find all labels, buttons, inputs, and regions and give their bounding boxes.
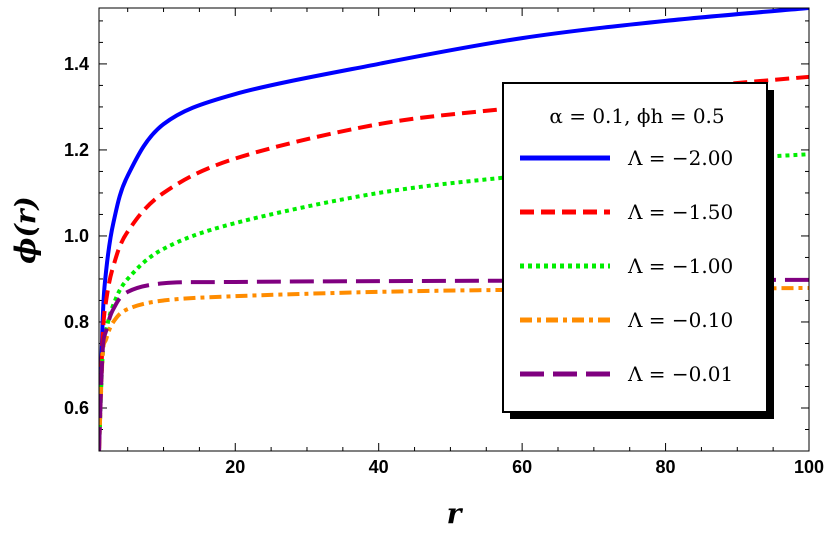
- y-tick-label: 1.2: [64, 140, 89, 160]
- x-tick-label: 100: [794, 457, 824, 477]
- series-line-3: [99, 152, 809, 451]
- legend-label: Λ = −0.01: [627, 362, 733, 386]
- x-axis-title: r: [447, 497, 464, 530]
- legend: α = 0.1, ϕh = 0.5 Λ = −2.00 Λ = −1.50 Λ = …: [502, 82, 774, 419]
- y-tick-label: 0.6: [64, 398, 89, 418]
- legend-box: [502, 82, 768, 413]
- x-tick-label: 60: [512, 457, 532, 477]
- series-line-1: [99, 8, 809, 451]
- plot-frame: [98, 7, 810, 452]
- legend-label: Λ = −1.50: [627, 200, 733, 224]
- x-tick-label: 20: [225, 457, 245, 477]
- y-axis-title: ϕ(r): [9, 196, 42, 264]
- legend-label: Λ = −0.10: [627, 308, 733, 332]
- y-tick-label: 1.0: [64, 226, 89, 246]
- y-tick-label: 0.8: [64, 312, 89, 332]
- y-tick-label: 1.4: [64, 54, 89, 74]
- x-tick-label: 40: [369, 457, 389, 477]
- legend-title: α = 0.1, ϕh = 0.5: [549, 104, 724, 128]
- legend-label: Λ = −2.00: [627, 146, 733, 170]
- x-tick-label: 80: [656, 457, 676, 477]
- legend-label: Λ = −1.00: [627, 254, 733, 278]
